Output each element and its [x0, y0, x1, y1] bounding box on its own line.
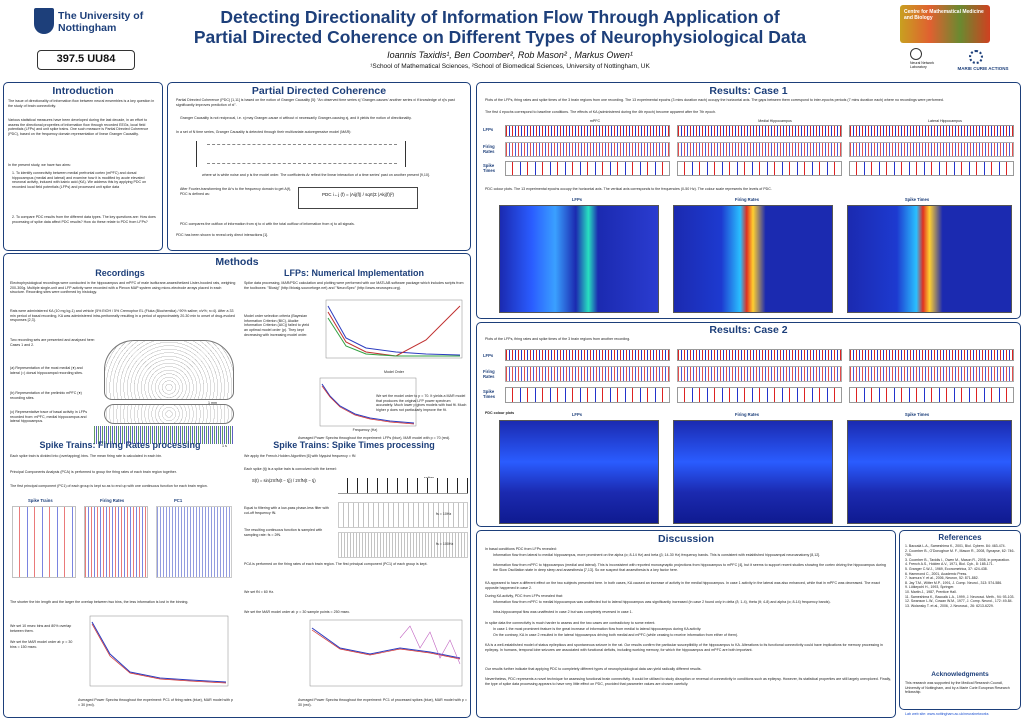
case1-spikes-medial [677, 161, 842, 176]
introduction-section: Introduction The issue of directionality… [3, 82, 163, 251]
case1-pdc-lfp-grid [499, 205, 659, 313]
fr-power-spectrum-chart [89, 615, 229, 687]
lab-website-link[interactable]: Lab web site: www.nottingham.ac.uk/neura… [905, 712, 989, 716]
references-list: 1. Baccalá L.A., Sameshima K., 2001, Bio… [905, 544, 1019, 670]
firing-rates-title: Spike Trains: Firing Rates processing [39, 440, 201, 450]
reference-item: 7. Isomura Y. et al., 2006, Neuron, 52: … [905, 576, 979, 581]
case1-trace-grid: mPFC Medial Hippocampus Lateral Hippocam… [505, 119, 1015, 179]
case1-pdc-fr-grid [673, 205, 833, 313]
lfp-numerical-title: LFPs: Numerical Implementation [283, 268, 425, 278]
case2-pdc-spike-grid [847, 420, 1012, 524]
brain-section-image [104, 340, 234, 400]
poster-title-line2: Partial Directed Coherence on Different … [193, 27, 807, 47]
poster-id: 397.5 UU84 [37, 50, 135, 70]
spike-times-title: Spike Trains: Spike Times processing [273, 440, 435, 450]
references-title: References [938, 533, 982, 542]
aim-1: 1. To identify connectivity between medi… [12, 171, 147, 190]
reference-item: 13. Wolansky T. et al., 2006, J. Neurosc… [905, 603, 994, 608]
reference-item: 4. French A.S., Holden A.V., 1971, Biol.… [905, 562, 994, 567]
university-logo: The University of Nottingham [34, 8, 154, 38]
case1-lfp-mpfc [505, 125, 670, 137]
crest-icon [34, 8, 54, 34]
network-icon [910, 48, 922, 60]
discussion-section: Discussion In basal conditions PDC from … [476, 530, 896, 718]
reference-item: 6. Hammond C., 2001, Academic Press. [905, 571, 968, 576]
st-power-spectrum-chart [309, 619, 463, 687]
reference-item: 8. Jay T.M., Witter M.P., 1991, J. Comp.… [905, 580, 1003, 585]
model-order-chart [325, 299, 463, 359]
pdc-title: Partial Directed Coherence [251, 85, 387, 97]
aim-2: 2. To compare PDC results from the diffe… [12, 215, 156, 224]
introduction-title: Introduction [52, 85, 114, 97]
marie-curie-logo: MARIE CURIE ACTIONS [953, 50, 1013, 72]
reference-item: 9. Lütkepohl H., 1993, Springer. [905, 585, 955, 590]
fr-firing-rates-plot [84, 506, 148, 578]
case1-fr-medial [677, 142, 842, 157]
mpfc-section-image [104, 404, 234, 424]
reference-item: 3. Coomber B., Taxidis I., Owen M., Maso… [905, 557, 1010, 562]
resampled-signal-plot-2 [338, 532, 468, 558]
recordings-title: Recordings [95, 268, 145, 278]
reference-item: 1. Baccalá L.A., Sameshima K., 2001, Bio… [905, 544, 1006, 548]
nnl-logo: Neural Network Laboratory [910, 48, 944, 69]
header: The University of Nottingham 397.5 UU84 … [0, 0, 1024, 88]
authors: Ioannis Taxidis¹, Ben Coomber², Rob Maso… [387, 50, 633, 60]
fr-pc1-plot [156, 506, 232, 578]
reference-item: 12. Swanson L.W., Cowan W.M., 1977, J. C… [905, 599, 1013, 604]
pdc-formula: PDC i←j (f) = |Aij(f)| / sqrt(Σ |Akj(f)|… [298, 187, 418, 209]
case1-spikes-mpfc [505, 161, 670, 176]
fr-spike-trains-plot [12, 506, 76, 578]
results-case2-title: Results: Case 2 [709, 324, 788, 336]
reference-item: 11. Sameshima K., Baccalá L.A., 1999, J.… [905, 594, 1015, 599]
kernel-formula: S(t) = sin(2πfN(t − tj)) / 2πfN(t − tj) [252, 478, 316, 483]
case1-lfp-lateral [849, 125, 1014, 137]
methods-title: Methods [215, 256, 259, 268]
case1-fr-lateral [849, 142, 1014, 157]
case1-lfp-medial [677, 125, 842, 137]
discussion-title: Discussion [657, 533, 715, 545]
reference-item: 5. Granger C.W.J., 1969, Econometrica, 3… [905, 566, 988, 571]
reference-item: 2. Coomber B., O'Donoghue M. F., Mason R… [905, 548, 1015, 558]
case2-trace-grid [505, 345, 1015, 407]
case2-pdc-fr-grid [673, 420, 833, 524]
reference-item: 10. Martin J., 1987, Prentice Hall. [905, 589, 957, 594]
case1-spikes-lateral [849, 161, 1014, 176]
case2-pdc-lfp-grid [499, 420, 659, 524]
methods-section: Methods Recordings Electrophysiological … [3, 253, 471, 718]
cmmb-logo: Centre for Mathematical Medicine and Bio… [900, 5, 990, 43]
university-name: The University of Nottingham [58, 10, 144, 34]
case1-fr-mpfc [505, 142, 670, 157]
pdc-section: Partial Directed Coherence Partial Direc… [167, 82, 471, 251]
references-section: References 1. Baccalá L.A., Sameshima K.… [899, 530, 1021, 710]
mar-matrix-equation [196, 141, 406, 167]
resampled-signal-plot-1 [338, 502, 468, 528]
results-case1-title: Results: Case 1 [709, 85, 788, 97]
poster-title-line1: Detecting Directionality of Information … [220, 7, 780, 27]
lfp-trace-plot [94, 426, 234, 444]
acknowledgments-title: Acknowledgments [931, 671, 989, 678]
star-circle-icon [969, 50, 983, 64]
affiliations: ¹School of Mathematical Sciences, ²Schoo… [370, 63, 650, 70]
lfp-power-spectrum-chart [319, 377, 417, 427]
results-case1-section: Results: Case 1 Plots of the LFPs, firin… [476, 82, 1021, 319]
spike-raster-plot [338, 478, 468, 494]
case1-pdc-spike-grid [847, 205, 1012, 313]
results-case2-section: Results: Case 2 Plots of the LFPs, firin… [476, 322, 1021, 527]
